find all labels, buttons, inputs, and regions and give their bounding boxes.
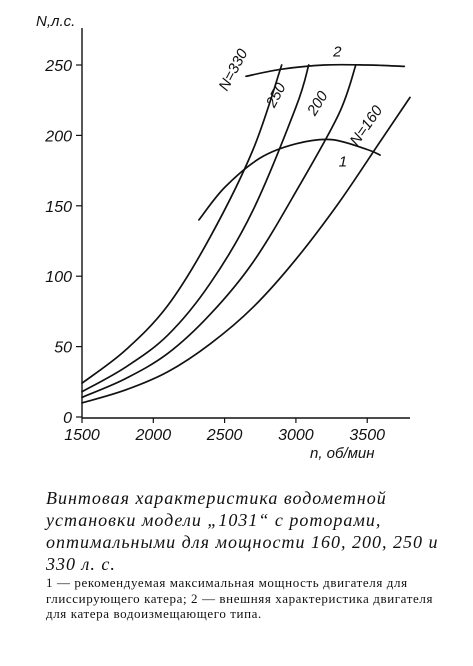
x-tick-label: 1500 <box>64 427 100 444</box>
series-label-5: 2 <box>332 44 342 61</box>
y-axis-title: N,л.с. <box>36 13 75 30</box>
x-tick-label: 2500 <box>206 427 243 444</box>
x-tick-label: 3000 <box>278 427 314 444</box>
curves <box>81 63 411 404</box>
series-line-1 <box>81 64 310 393</box>
y-tick-label: 200 <box>44 128 72 145</box>
series-line-2 <box>81 64 357 399</box>
series-line-0 <box>81 64 283 385</box>
x-axis-title: n, об/мин <box>310 445 375 462</box>
y-tick-label: 100 <box>45 269 72 286</box>
y-tick-label: 150 <box>45 199 72 216</box>
series-label-1: 250 <box>262 80 290 112</box>
series-line-5 <box>245 63 406 78</box>
series-label-4: 1 <box>339 153 347 170</box>
chart: 0 50 100 150 200 250 1500 2000 2500 3000 3500 N=33… <box>36 13 411 462</box>
series-line-3 <box>81 96 411 404</box>
axes <box>81 28 410 419</box>
x-tick-label: 3500 <box>349 427 385 444</box>
figure-note: 1 — рекомендуемая максимальная мощность … <box>46 575 434 621</box>
y-tick-label: 0 <box>63 410 72 427</box>
series-label-0: N=330 <box>215 46 251 94</box>
y-tick-label: 250 <box>44 58 72 75</box>
series-line-4 <box>198 138 381 221</box>
figure-caption: Винтовая характеристика водометной устан… <box>46 488 439 574</box>
x-tick-label: 2000 <box>135 427 172 444</box>
series-label-2: 200 <box>303 88 332 120</box>
y-tick-label: 50 <box>54 340 72 357</box>
tick-labels: 0 50 100 150 200 250 1500 2000 2500 3000 3500 <box>44 58 385 444</box>
